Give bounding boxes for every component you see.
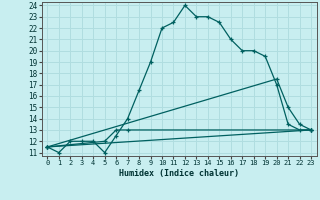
X-axis label: Humidex (Indice chaleur): Humidex (Indice chaleur) xyxy=(119,169,239,178)
